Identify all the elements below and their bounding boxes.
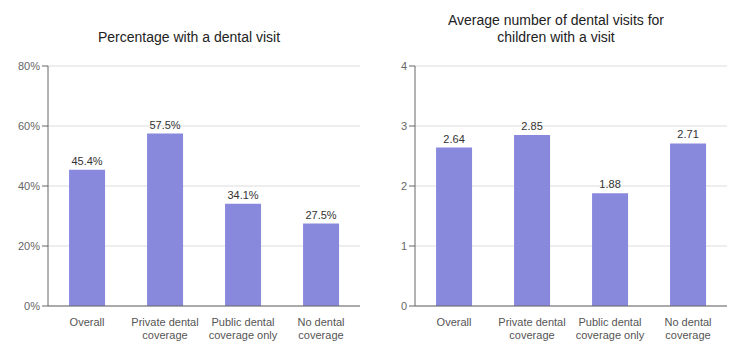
html-text:children with a visit: children with a visit [497, 29, 615, 45]
svg-text:57.5%: 57.5% [149, 119, 180, 131]
svg-text:2: 2 [401, 180, 407, 192]
svg-text:27.5%: 27.5% [305, 209, 336, 221]
svg-text:Private dentalcoverage: Private dentalcoverage [498, 316, 565, 341]
svg-text:Private dentalcoverage: Private dentalcoverage [131, 316, 198, 341]
svg-text:45.4%: 45.4% [71, 155, 102, 167]
svg-text:2.64: 2.64 [443, 133, 464, 145]
svg-text:0: 0 [401, 300, 407, 312]
svg-text:1.88: 1.88 [599, 178, 620, 190]
svg-text:2.85: 2.85 [521, 120, 542, 132]
svg-text:No dentalcoverage: No dentalcoverage [297, 316, 344, 341]
svg-text:1: 1 [401, 240, 407, 252]
svg-text:Public dentalcoverage only: Public dentalcoverage only [209, 316, 278, 341]
svg-text:3: 3 [401, 120, 407, 132]
svg-text:40%: 40% [18, 180, 40, 192]
svg-text:Public dentalcoverage only: Public dentalcoverage only [576, 316, 645, 341]
svg-text:34.1%: 34.1% [227, 189, 258, 201]
svg-text:4: 4 [401, 60, 407, 72]
svg-text:Overall: Overall [437, 316, 472, 328]
svg-text:60%: 60% [18, 120, 40, 132]
svg-text:No dentalcoverage: No dentalcoverage [664, 316, 711, 341]
svg-text:20%: 20% [18, 240, 40, 252]
svg-text:Overall: Overall [70, 316, 105, 328]
html-text:Average number of dental visit: Average number of dental visits for [448, 12, 664, 28]
svg-text:2.71: 2.71 [677, 128, 698, 140]
svg-text:0%: 0% [24, 300, 40, 312]
html-text:Percentage with a dental visit: Percentage with a dental visit [97, 29, 280, 45]
svg-text:80%: 80% [18, 60, 40, 72]
